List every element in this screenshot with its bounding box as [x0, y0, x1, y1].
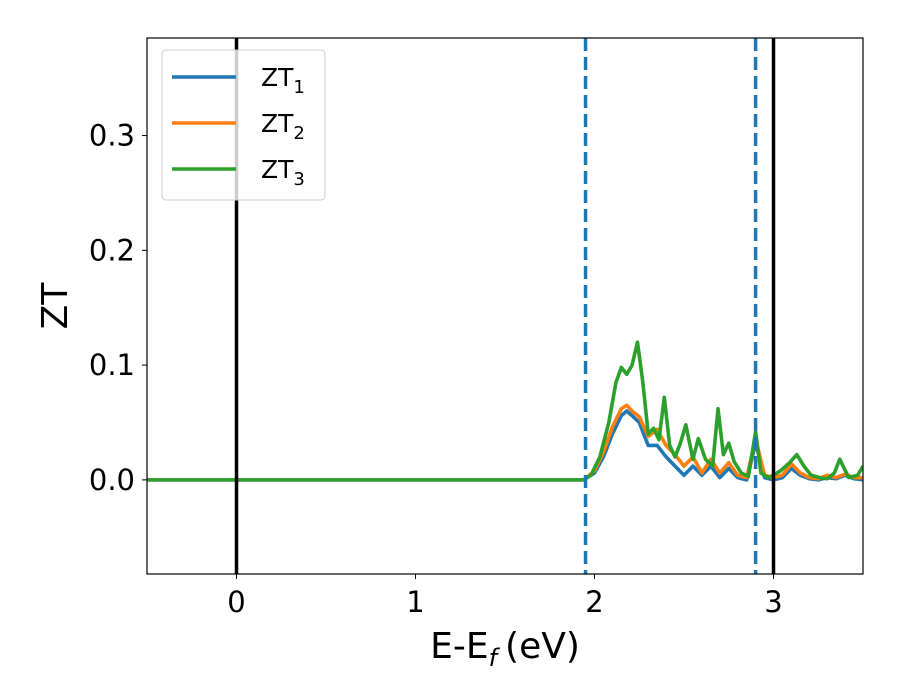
x-tick-label: 3: [764, 585, 782, 619]
y-tick-label: 0.3: [89, 119, 135, 153]
y-tick-label: 0.0: [89, 463, 135, 497]
legend-entries: ZT1 ZT2 ZT3: [172, 63, 305, 190]
legend-label-zt2: ZT2: [261, 109, 305, 144]
x-axis-label-main: E-E: [430, 626, 488, 667]
legend-box: [161, 49, 326, 201]
x-axis-label: E-Ef (eV): [430, 626, 580, 672]
x-axis-label-subscript: f: [489, 644, 501, 672]
y-axis-ticks: 0.0 0.1 0.2 0.3: [89, 119, 147, 497]
y-tick-label: 0.2: [89, 233, 135, 267]
series-layer: [147, 340, 863, 482]
x-tick-label: 2: [585, 585, 603, 619]
series-line-zt3: [147, 340, 863, 482]
legend-label-zt1: ZT1: [261, 63, 305, 98]
x-tick-label: 1: [406, 585, 424, 619]
legend: ZT1 ZT2 ZT3: [161, 49, 326, 201]
y-tick-label: 0.1: [89, 348, 135, 382]
x-axis-ticks: 0 1 2 3: [227, 574, 783, 619]
x-tick-label: 0: [227, 585, 245, 619]
plot-frame: [146, 37, 864, 575]
y-axis-label: ZT: [35, 282, 76, 330]
legend-label-zt3: ZT3: [261, 155, 305, 190]
x-axis-label-unit: (eV): [505, 626, 580, 667]
series-line-zt2: [147, 403, 863, 482]
